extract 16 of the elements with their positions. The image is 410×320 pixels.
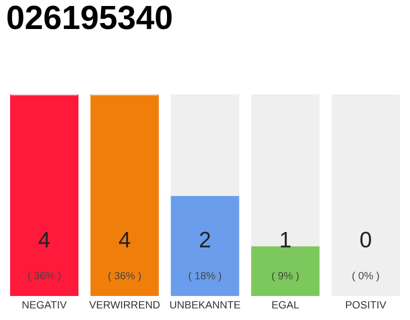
x-tick-label: NEGATIV [22,301,67,309]
annotation: ( 0% ) [352,272,379,282]
x-tick-label: VERWIRREND [89,301,160,308]
data-label: 4 [118,232,130,248]
x-tick-label: UNBEKANNTE [170,301,240,309]
annotation: ( 36% ) [28,272,60,282]
annotation: ( 36% ) [108,272,141,282]
chart-title: 026195340 [7,6,172,30]
data-label: 4 [38,232,50,248]
data-label: 0 [360,232,372,248]
annotation: ( 18% ) [188,272,222,282]
data-label: 2 [200,232,210,248]
data-label: 1 [280,232,290,248]
x-tick-label: EGAL [272,301,299,309]
annotation: ( 9% ) [272,272,299,282]
x-tick-label: POSITIV [346,301,386,309]
